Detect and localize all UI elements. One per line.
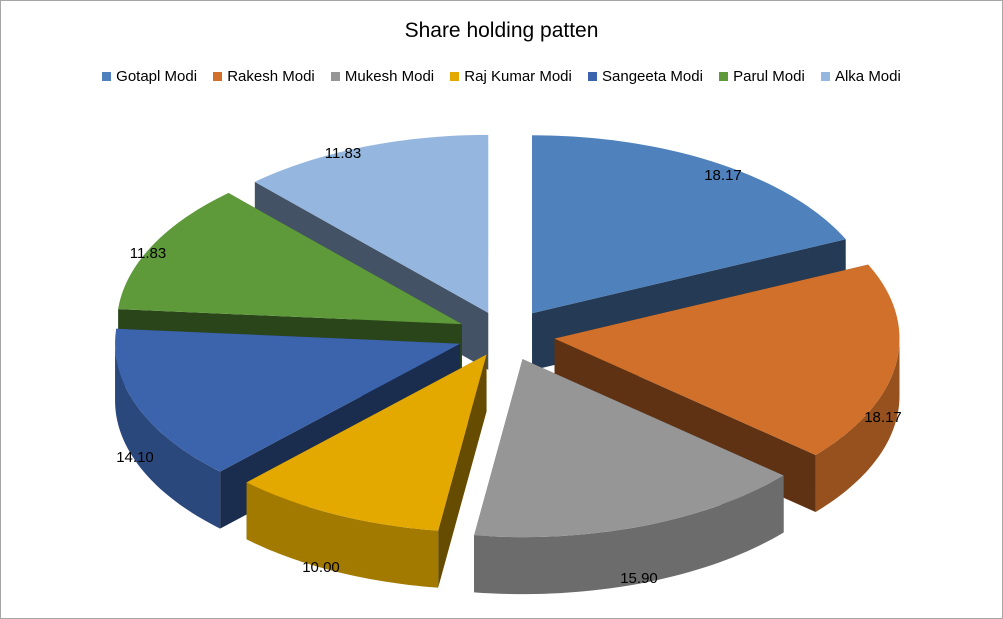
legend-label: Alka Modi xyxy=(834,68,901,85)
slice-top xyxy=(246,354,487,531)
slice-rim xyxy=(815,338,900,513)
slice-top xyxy=(532,135,846,314)
slice-rim xyxy=(115,343,221,529)
data-label-raj-kumar-modi: 10.00 xyxy=(302,559,340,576)
legend-label: Sangeeta Modi xyxy=(602,68,703,85)
legend-label: Raj Kumar Modi xyxy=(464,68,572,85)
legend-item-gotapl-modi: Gotapl Modi xyxy=(102,68,197,85)
legend-swatch xyxy=(330,72,340,81)
data-label-parul-modi: 11.83 xyxy=(130,245,166,262)
data-label-gotapl-modi: 18.17 xyxy=(704,167,742,184)
legend-swatch xyxy=(450,72,460,81)
slice-top xyxy=(115,328,461,472)
legend-item-sangeeta-modi: Sangeeta Modi xyxy=(588,68,703,85)
slice-top xyxy=(554,264,900,456)
data-label-mukesh-modi: 15.90 xyxy=(620,570,658,587)
data-label-alka-modi: 11.83 xyxy=(325,145,361,162)
legend-swatch xyxy=(588,72,598,81)
chart-legend: Gotapl Modi Rakesh Modi Mukesh Modi Raj … xyxy=(1,68,1002,85)
legend-item-mukesh-modi: Mukesh Modi xyxy=(330,68,435,85)
slice-top xyxy=(254,134,489,313)
legend-item-raj-kumar-modi: Raj Kumar Modi xyxy=(450,68,572,85)
slice-rim xyxy=(246,482,439,588)
pie-slice-rakesh-modi xyxy=(554,264,900,513)
pie-slice-mukesh-modi xyxy=(474,359,784,595)
legend-swatch xyxy=(102,72,112,81)
legend-swatch xyxy=(820,72,830,81)
legend-label: Parul Modi xyxy=(733,68,805,85)
data-label-rakesh-modi: 18.17 xyxy=(864,409,902,426)
legend-item-alka-modi: Alka Modi xyxy=(820,68,901,85)
slice-rim xyxy=(474,475,784,595)
slice-top xyxy=(118,193,462,325)
legend-swatch xyxy=(719,72,729,81)
legend-swatch xyxy=(213,72,223,81)
pie-slice-raj-kumar-modi xyxy=(246,354,487,588)
legend-item-parul-modi: Parul Modi xyxy=(719,68,805,85)
legend-label: Rakesh Modi xyxy=(227,68,315,85)
data-label-sangeeta-modi: 14.10 xyxy=(116,449,154,466)
chart-title: Share holding patten xyxy=(404,19,599,42)
pie-slices xyxy=(115,134,900,595)
legend-label: Gotapl Modi xyxy=(116,68,198,85)
legend-label: Mukesh Modi xyxy=(344,68,435,85)
slice-top xyxy=(474,359,784,538)
legend-item-rakesh-modi: Rakesh Modi xyxy=(213,68,315,85)
